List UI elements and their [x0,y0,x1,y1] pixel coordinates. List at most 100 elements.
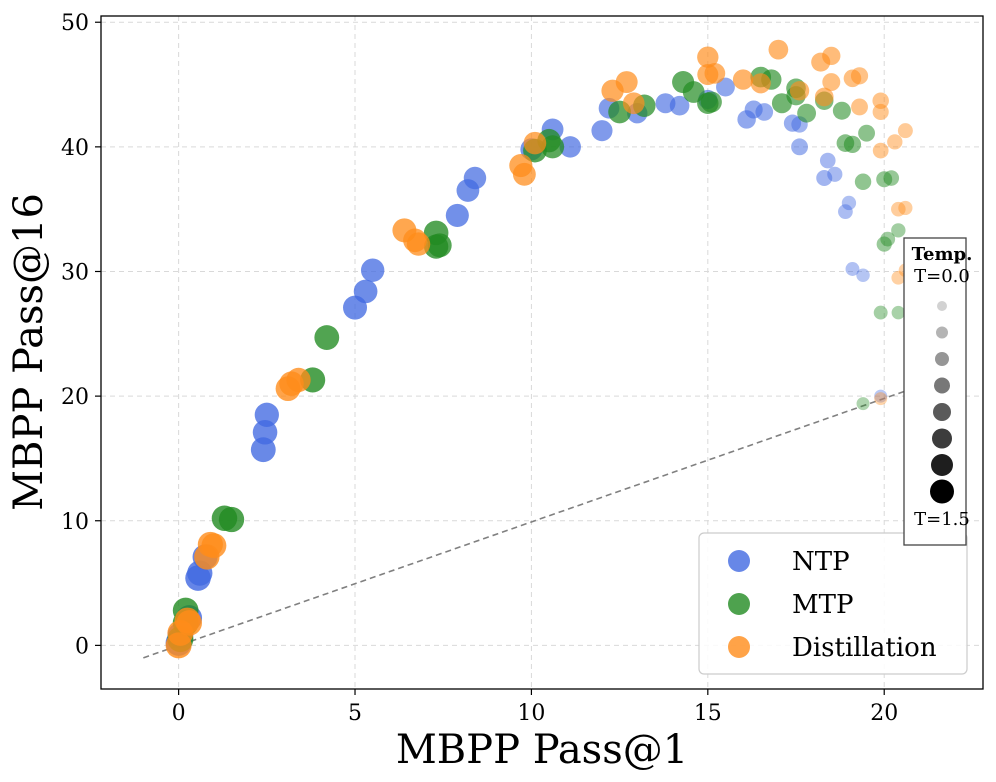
data-point-ntp [559,136,581,158]
x-tick-label: 10 [517,701,545,726]
temperature-legend-dots [930,301,954,504]
y-tick-label: 0 [75,634,89,659]
data-point-ntp [360,258,385,282]
data-point-mtp [832,101,851,120]
data-point-distillation [704,62,726,84]
axis-ticks: 0 5 10 15 20 0 10 20 30 40 50 [61,11,898,726]
plot-frame [100,15,984,690]
data-point-mtp [843,135,862,153]
temperature-level-dot [935,352,949,366]
legend-label-distillation: Distillation [792,633,937,663]
data-point-mtp [880,231,896,247]
legend-label-ntp: NTP [792,547,850,577]
data-point-ntp [591,120,613,142]
data-point-ntp [816,170,833,187]
data-point-mtp [876,236,892,252]
legend-box [698,532,968,675]
legend-label-mtp: MTP [792,590,853,620]
temperature-legend: Temp. T=0.0 T=1.5 [903,237,973,546]
y-tick-label: 40 [61,136,89,161]
data-point-distillation [891,270,906,285]
temperature-level-dot [936,326,948,339]
data-point-mtp [891,305,906,320]
reference-diagonal-line [143,375,948,659]
data-point-distillation [750,73,771,94]
data-point-ntp [353,279,378,304]
data-point-distillation [872,92,889,109]
temperature-legend-title: Temp. [912,244,973,265]
legend-marker-mtp [728,593,750,615]
data-point-ntp [841,195,857,211]
data-point-mtp [218,506,245,533]
y-tick-label: 10 [61,510,89,535]
data-point-mtp [883,170,900,186]
data-point-ntp [856,268,870,282]
data-point-mtp [856,397,870,411]
temperature-min-label: T=0.0 [914,266,970,287]
y-axis-title: MBPP Pass@16 [6,193,52,511]
series-legend: NTP MTP Distillation [698,532,968,675]
data-point-distillation [897,123,913,139]
data-point-distillation [891,201,906,217]
data-point-distillation [622,92,645,115]
data-point-distillation [697,46,719,68]
data-point-ntp [716,77,735,97]
x-tick-label: 15 [694,701,722,726]
data-point-distillation [874,392,888,406]
data-point-ntp [463,166,487,190]
temperature-level-dot [931,454,953,476]
data-point-mtp [876,171,893,188]
y-tick-label: 20 [61,385,89,410]
data-point-distillation [523,131,547,155]
data-point-mtp [858,124,876,142]
data-point-ntp [791,138,808,156]
data-point-distillation [286,367,311,393]
data-point-mtp [891,223,906,238]
x-tick-label: 0 [172,701,186,726]
data-point-mtp [854,173,872,190]
data-point-distillation [887,134,903,150]
data-point-distillation [201,533,227,559]
data-point-distillation [814,87,834,107]
data-point-ntp [827,166,843,182]
data-point-ntp [838,204,853,220]
data-point-ntp [874,389,888,403]
temperature-level-dot [933,403,951,421]
temperature-level-dot [937,301,947,311]
data-point-ntp [669,95,690,116]
data-point-distillation [768,39,789,60]
temperature-level-dot [930,479,954,504]
x-tick-label: 5 [348,701,362,726]
data-point-distillation [898,200,913,216]
legend-marker-ntp [728,550,750,572]
data-point-mtp [700,91,722,113]
data-point-ntp [819,152,836,169]
data-point-ntp [254,402,279,427]
data-point-mtp [541,135,565,159]
y-tick-label: 30 [61,260,89,285]
data-point-distillation [176,610,202,636]
temperature-max-label: T=1.5 [914,509,970,530]
data-point-distillation [789,81,810,101]
legend-marker-distillation [728,636,750,658]
data-point-mtp [314,325,340,350]
data-point-distillation [822,73,841,92]
data-point-distillation [872,103,889,121]
data-point-mtp [873,305,888,320]
data-point-ntp [445,203,469,227]
temperature-level-dot [932,428,952,449]
y-tick-label: 50 [61,11,89,36]
data-point-distillation [512,162,536,186]
data-point-distillation [822,46,841,66]
data-point-distillation [406,232,431,256]
data-point-ntp [755,103,774,121]
data-point-distillation [732,69,754,90]
data-point-mtp [427,233,452,258]
data-point-distillation [615,71,638,94]
data-point-mtp [797,103,817,123]
x-axis-title: MBPP Pass@1 [396,727,688,773]
data-point-distillation [850,67,869,85]
data-point-distillation [872,142,889,159]
data-point-ntp [845,262,860,276]
